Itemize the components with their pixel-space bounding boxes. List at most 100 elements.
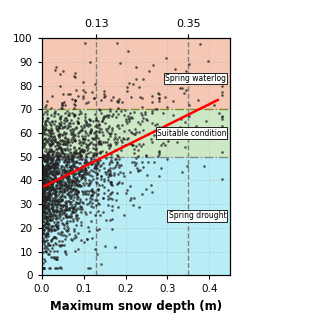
Point	[65, 183, 70, 188]
Point	[44, 157, 50, 162]
Point	[46, 152, 51, 157]
Point	[45, 203, 50, 208]
Point	[96, 121, 101, 126]
Point	[67, 202, 72, 207]
Point	[85, 142, 90, 148]
Point	[51, 173, 56, 179]
Point	[51, 208, 56, 213]
Point	[44, 219, 49, 224]
Point	[142, 110, 148, 115]
Point	[44, 155, 50, 160]
Point	[49, 202, 54, 207]
Point	[96, 118, 101, 124]
Point	[64, 204, 69, 210]
Point	[45, 173, 50, 178]
Point	[55, 201, 60, 206]
Point	[66, 199, 71, 204]
Point	[40, 156, 45, 161]
Point	[58, 189, 63, 194]
Point	[39, 171, 44, 176]
Point	[96, 130, 101, 135]
Point	[98, 140, 103, 145]
Point	[164, 156, 169, 161]
Point	[73, 99, 78, 104]
Point	[59, 180, 64, 186]
Point	[80, 191, 85, 196]
Point	[53, 150, 59, 155]
Point	[57, 126, 62, 131]
Point	[73, 192, 78, 197]
Point	[52, 172, 58, 177]
Point	[99, 127, 104, 132]
Point	[68, 182, 74, 187]
Point	[57, 208, 62, 213]
Point	[45, 168, 50, 173]
Point	[49, 140, 54, 145]
Point	[43, 131, 48, 136]
Point	[66, 151, 71, 156]
Point	[42, 202, 47, 207]
Point	[50, 203, 55, 208]
Point	[113, 114, 118, 119]
Point	[117, 169, 122, 174]
Point	[106, 194, 111, 199]
Point	[47, 136, 52, 141]
Point	[53, 197, 58, 202]
Point	[62, 123, 68, 128]
Point	[68, 195, 73, 200]
Point	[65, 137, 70, 142]
Point	[40, 202, 45, 207]
Point	[100, 196, 106, 201]
Text: Spring drought: Spring drought	[169, 212, 226, 220]
Point	[53, 209, 58, 214]
Point	[110, 94, 116, 99]
Point	[44, 249, 49, 254]
Point	[130, 142, 135, 147]
Point	[40, 124, 45, 129]
Point	[119, 99, 124, 104]
Point	[41, 140, 46, 145]
Point	[40, 186, 45, 191]
Point	[73, 213, 78, 219]
Point	[50, 151, 55, 156]
Point	[50, 93, 55, 99]
Point	[101, 184, 107, 189]
Point	[101, 114, 107, 119]
Point	[181, 90, 187, 95]
Point	[220, 113, 225, 118]
Point	[45, 156, 51, 161]
Point	[61, 189, 67, 194]
Point	[55, 127, 60, 132]
Point	[49, 164, 54, 170]
Point	[55, 167, 60, 172]
Point	[78, 147, 83, 152]
Point	[42, 246, 47, 251]
Point	[40, 164, 45, 169]
Point	[46, 119, 52, 124]
Point	[43, 196, 48, 201]
Point	[47, 222, 52, 227]
Point	[92, 157, 97, 162]
Point	[52, 227, 57, 232]
Point	[75, 167, 80, 172]
Point	[66, 177, 71, 182]
Point	[220, 89, 225, 94]
Point	[60, 230, 65, 235]
Point	[52, 166, 57, 171]
Point	[60, 167, 65, 172]
Point	[71, 135, 76, 140]
Point	[88, 59, 93, 64]
Point	[57, 199, 62, 204]
Point	[65, 175, 70, 180]
Point	[44, 194, 49, 199]
Point	[52, 118, 58, 123]
Point	[45, 206, 50, 211]
Point	[104, 140, 109, 145]
Point	[44, 232, 49, 237]
Point	[41, 152, 46, 157]
Point	[60, 150, 66, 155]
Point	[64, 142, 69, 147]
Point	[40, 208, 45, 213]
Point	[58, 205, 63, 210]
Point	[70, 179, 75, 184]
